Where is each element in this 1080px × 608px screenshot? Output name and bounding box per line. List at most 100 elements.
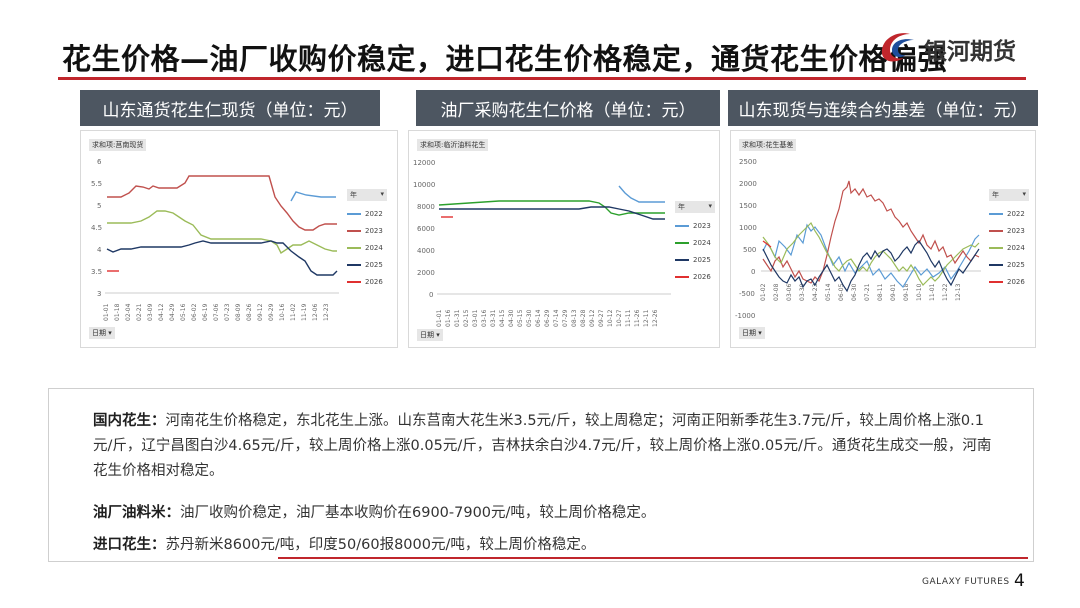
bottom-divider: [278, 557, 1028, 559]
page-title: 花生价格—油厂收购价稳定，进口花生价格稳定，通货花生价格偏强: [62, 42, 948, 76]
legend-item: 2023: [989, 222, 1029, 239]
y-tick-label: 10000: [413, 181, 435, 189]
legend-label: 2024: [365, 243, 383, 252]
chart-oil-mill: 求和项:临沂油料花生 12000 10000 8000 6000 4000 20…: [408, 130, 720, 348]
series-line-2024: [438, 200, 665, 216]
x-tick-label: 04-15: [499, 309, 506, 327]
legend-filter-button[interactable]: 年 ▾: [989, 189, 1029, 201]
y-axis-ticks: 12000 10000 8000 6000 4000 2000 0: [413, 159, 435, 299]
chart-legend: 年 ▾ 2023 2024 2025 2026: [675, 201, 715, 285]
chart-shandong-spot: 求和项:莒南现货 6 5.5 5 4.5 4 3.5 3 01-01 01-18…: [80, 130, 398, 348]
y-tick-label: 6000: [417, 225, 435, 233]
x-tick-label: 07-21: [864, 283, 871, 301]
chart-basis: 求和项:花生基差 2500 2000 1500 1000 500 0 -500 …: [730, 130, 1036, 348]
field-label: 求和项:花生基差: [739, 139, 797, 151]
logo-text: 银河期货: [924, 39, 1016, 65]
x-axis-ticks: 01-01 01-16 01-31 02-15 03-01 03-16 03-3…: [436, 309, 659, 327]
x-tick-label: 03-31: [490, 309, 497, 327]
x-tick-label: 09-01: [890, 283, 897, 301]
y-tick-label: 2500: [739, 158, 757, 166]
y-tick-label: 8000: [417, 203, 435, 211]
x-tick-label: 01-31: [454, 309, 461, 327]
x-tick-label: 03-16: [481, 309, 488, 327]
x-tick-label: 10-27: [616, 309, 623, 327]
x-tick-label: 11-11: [625, 309, 632, 327]
x-tick-label: 10-12: [607, 309, 614, 327]
x-tick-label: 07-14: [553, 309, 560, 327]
x-tick-label: 05-15: [517, 309, 524, 327]
legend-label: 2025: [1007, 260, 1025, 269]
x-tick-label: 06-29: [544, 309, 551, 327]
commentary-box: 国内花生：河南花生价格稳定，东北花生上涨。山东莒南大花生米3.5元/斤，较上周稳…: [48, 388, 1034, 562]
filter-dropdown-icon: ▾: [380, 190, 384, 198]
x-tick-label: 05-30: [526, 309, 533, 327]
commentary-text: 河南花生价格稳定，东北花生上涨。山东莒南大花生米3.5元/斤，较上周稳定；河南正…: [93, 413, 992, 479]
series-line-2025: [762, 240, 980, 293]
filter-dropdown-icon: ▾: [708, 202, 712, 210]
panel-title-oil-mill: 油厂采购花生仁价格（单位：元）: [416, 90, 720, 126]
legend-item: 2026: [347, 273, 387, 290]
galaxy-logo-icon: [881, 33, 914, 62]
legend-label: 2022: [1007, 209, 1025, 218]
x-tick-label: 10-16: [279, 303, 286, 321]
legend-label: 2024: [693, 238, 711, 247]
series-line-2023: [762, 180, 980, 284]
series-line-2026: [762, 240, 772, 248]
panel-title-basis: 山东现货与连续合约基差（单位：元）: [728, 90, 1038, 126]
x-tick-label: 09-27: [598, 309, 605, 327]
company-logo: 银河期货: [878, 28, 1038, 66]
commentary-label: 国内花生：: [93, 413, 166, 429]
y-tick-label: -1000: [735, 312, 755, 320]
legend-label: 2026: [1007, 277, 1025, 286]
x-tick-label: 01-18: [114, 303, 121, 321]
x-tick-label: 06-30: [851, 283, 858, 301]
legend-item: 2025: [989, 256, 1029, 273]
x-tick-label: 11-22: [942, 283, 949, 301]
x-tick-label: 07-06: [213, 303, 220, 321]
field-label: 求和项:临沂油料花生: [417, 139, 489, 151]
x-tick-label: 07-23: [224, 303, 231, 321]
x-tick-label: 03-30: [799, 283, 806, 301]
axis-label: 日期: [92, 329, 106, 337]
footer-brand: GALAXY FUTURES: [922, 577, 1010, 587]
y-tick-label: 6: [97, 158, 102, 166]
commentary-oil-mill: 油厂油料米：油厂收购价稳定，油厂基本收购价在6900-7900元/吨，较上周价格…: [93, 501, 1003, 526]
legend-filter-button[interactable]: 年 ▾: [347, 189, 387, 201]
x-tick-label: 01-01: [436, 309, 443, 327]
x-tick-label: 11-19: [301, 303, 308, 321]
legend-header: 年: [350, 191, 357, 199]
y-tick-label: 3.5: [91, 268, 102, 276]
y-tick-label: 0: [751, 268, 755, 276]
x-tick-label: 07-29: [562, 309, 569, 327]
x-tick-label: 04-30: [508, 309, 515, 327]
y-tick-label: 1500: [739, 202, 757, 210]
y-tick-label: 4.5: [91, 224, 102, 232]
x-tick-label: 11-26: [634, 309, 641, 327]
legend-label: 2026: [693, 272, 711, 281]
x-tick-label: 06-14: [535, 309, 542, 327]
page-number: 4: [1014, 571, 1025, 591]
x-tick-label: 06-05: [838, 283, 845, 301]
chart-svg: 6 5.5 5 4.5 4 3.5 3 01-01 01-18 02-04 02…: [91, 158, 339, 321]
title-divider: [58, 77, 1026, 80]
legend-label: 2026: [365, 277, 383, 286]
x-tick-label: 08-13: [571, 309, 578, 327]
date-filter-button[interactable]: 日期 ▾: [417, 329, 443, 341]
y-tick-label: 5: [97, 202, 101, 210]
y-tick-label: 0: [429, 291, 433, 299]
legend-label: 2023: [1007, 226, 1025, 235]
legend-label: 2025: [693, 255, 711, 264]
legend-item: 2025: [347, 256, 387, 273]
date-filter-button[interactable]: 日期 ▾: [89, 327, 115, 339]
date-filter-button[interactable]: 日期 ▾: [739, 327, 765, 339]
series-line-2022: [290, 191, 336, 202]
legend-label: 2025: [365, 260, 383, 269]
legend-item: 2024: [347, 239, 387, 256]
x-tick-label: 04-29: [169, 303, 176, 321]
y-tick-label: -500: [739, 290, 755, 298]
commentary-label: 进口花生：: [93, 537, 166, 553]
x-tick-label: 03-09: [147, 303, 154, 321]
legend-filter-button[interactable]: 年 ▾: [675, 201, 715, 213]
x-tick-label: 08-11: [877, 283, 884, 301]
x-tick-label: 06-19: [202, 303, 209, 321]
